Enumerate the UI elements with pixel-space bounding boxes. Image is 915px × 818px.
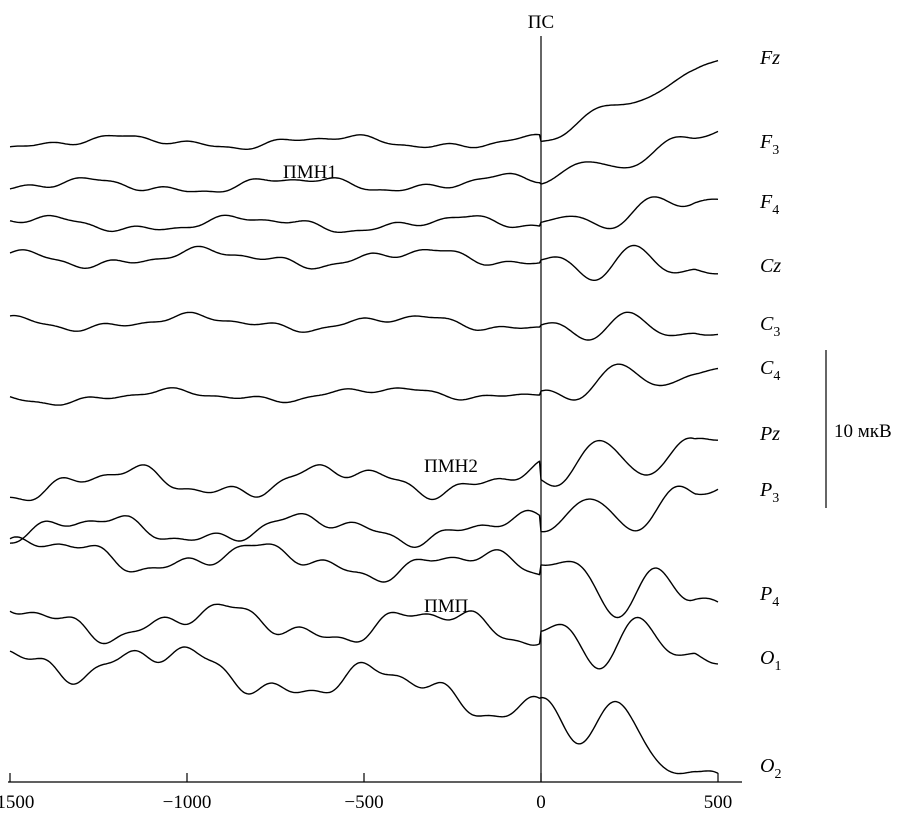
x-tick-label: 500 bbox=[704, 792, 733, 813]
channel-labels: Fz F3 F4 Cz C3 C4 Pz P3 P4 O1 O2 bbox=[759, 47, 781, 782]
stimulus-label: ПС bbox=[528, 12, 554, 33]
x-tick-label: 0 bbox=[536, 792, 546, 813]
trace-o2 bbox=[9, 646, 719, 775]
trace-c3 bbox=[9, 311, 719, 341]
channel-label-f4: F4 bbox=[759, 191, 779, 218]
trace-c4 bbox=[9, 363, 719, 406]
x-axis-ticks: −1500 −1000 −500 0 500 bbox=[0, 773, 732, 813]
scale-bar-label: 10 мкВ bbox=[834, 421, 892, 442]
annotation-pmn1: ПМН1 bbox=[283, 162, 337, 183]
channel-label-c3: C3 bbox=[760, 313, 780, 340]
trace-o1 bbox=[9, 603, 719, 670]
x-tick-label: −500 bbox=[344, 792, 383, 813]
trace-f3 bbox=[9, 130, 719, 193]
channel-label-o1: O1 bbox=[760, 647, 781, 674]
trace-fz bbox=[9, 59, 719, 150]
channel-label-fz: Fz bbox=[759, 47, 780, 69]
trace-p3 bbox=[9, 485, 719, 548]
x-tick-label: −1000 bbox=[163, 792, 212, 813]
channel-label-cz: Cz bbox=[760, 255, 781, 277]
trace-p4 bbox=[9, 536, 719, 619]
annotation-pmp: ПМП bbox=[424, 596, 469, 617]
channel-label-p3: P3 bbox=[759, 479, 779, 506]
trace-pz bbox=[9, 437, 718, 502]
trace-cz bbox=[9, 244, 718, 281]
channel-label-c4: C4 bbox=[760, 357, 780, 384]
eeg-traces bbox=[9, 59, 719, 775]
channel-label-f3: F3 bbox=[759, 131, 779, 158]
trace-f4 bbox=[9, 196, 719, 233]
channel-label-pz: Pz bbox=[759, 423, 780, 445]
annotation-pmn2: ПМН2 bbox=[424, 456, 478, 477]
x-tick-label: −1500 bbox=[0, 792, 34, 813]
channel-label-p4: P4 bbox=[759, 583, 779, 610]
channel-label-o2: O2 bbox=[760, 755, 781, 782]
